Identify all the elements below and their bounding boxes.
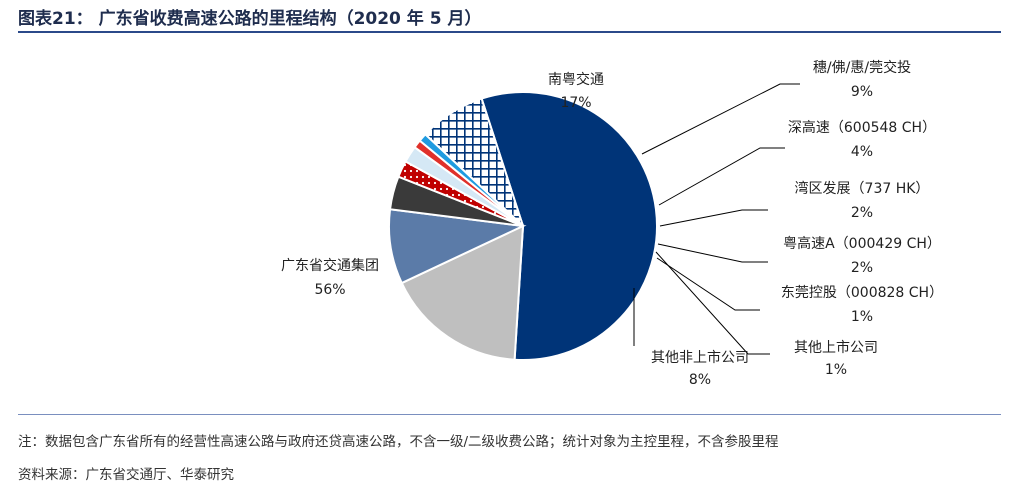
slice-name-label: 粤高速A（000429 CH）	[783, 235, 941, 252]
slice-name-label: 深高速（600548 CH）	[788, 119, 936, 136]
leader-line	[659, 209, 768, 227]
slice-value-label: 4%	[851, 144, 873, 160]
slice-value-label: 8%	[689, 372, 711, 388]
leader-line	[658, 147, 785, 206]
pie-chart: 广东省交通集团 56% 南粤交通 17% 穗/佛/惠/莞交投 9% 深高速（600548 C…	[281, 59, 943, 388]
slice-name-label: 其他非上市公司	[651, 349, 749, 366]
slice-value-label: 2%	[851, 260, 873, 276]
source-note: 资料来源：广东省交通厅、华泰研究	[18, 467, 234, 483]
slice-value-label: 2%	[851, 205, 873, 221]
leader-line	[655, 251, 770, 355]
slice-name-label: 南粤交通	[548, 71, 604, 88]
footnote: 注：数据包含广东省所有的经营性高速公路与政府还贷高速公路，不含一级/二级收费公路…	[18, 434, 779, 450]
pie-slice	[423, 97, 524, 227]
slice-name-label: 其他上市公司	[794, 339, 878, 356]
slice-value-label: 1%	[825, 362, 847, 378]
pie-slice	[400, 224, 525, 361]
slice-value-label: 9%	[851, 84, 873, 100]
bottom-divider	[18, 414, 1001, 415]
top-divider	[18, 31, 1001, 33]
leader-line	[657, 243, 768, 263]
slice-name-label: 东莞控股（000828 CH）	[781, 285, 943, 301]
slice-value-label: 1%	[851, 309, 873, 325]
leader-line	[641, 83, 800, 155]
slice-name-label: 广东省交通集团	[281, 257, 379, 274]
chart-title: 图表21： 广东省收费高速公路的里程结构（2020 年 5 月）	[18, 9, 482, 29]
slice-value-label: 56%	[314, 282, 345, 298]
leader-line	[656, 257, 760, 311]
slice-name-label: 穗/佛/惠/莞交投	[813, 59, 911, 76]
slice-name-label: 湾区发展（737 HK）	[795, 180, 930, 197]
slice-value-label: 17%	[560, 95, 591, 111]
pie-slice	[480, 91, 658, 361]
